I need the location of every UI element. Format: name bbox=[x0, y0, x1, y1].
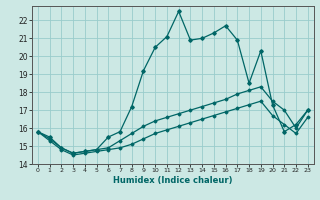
X-axis label: Humidex (Indice chaleur): Humidex (Indice chaleur) bbox=[113, 176, 233, 185]
